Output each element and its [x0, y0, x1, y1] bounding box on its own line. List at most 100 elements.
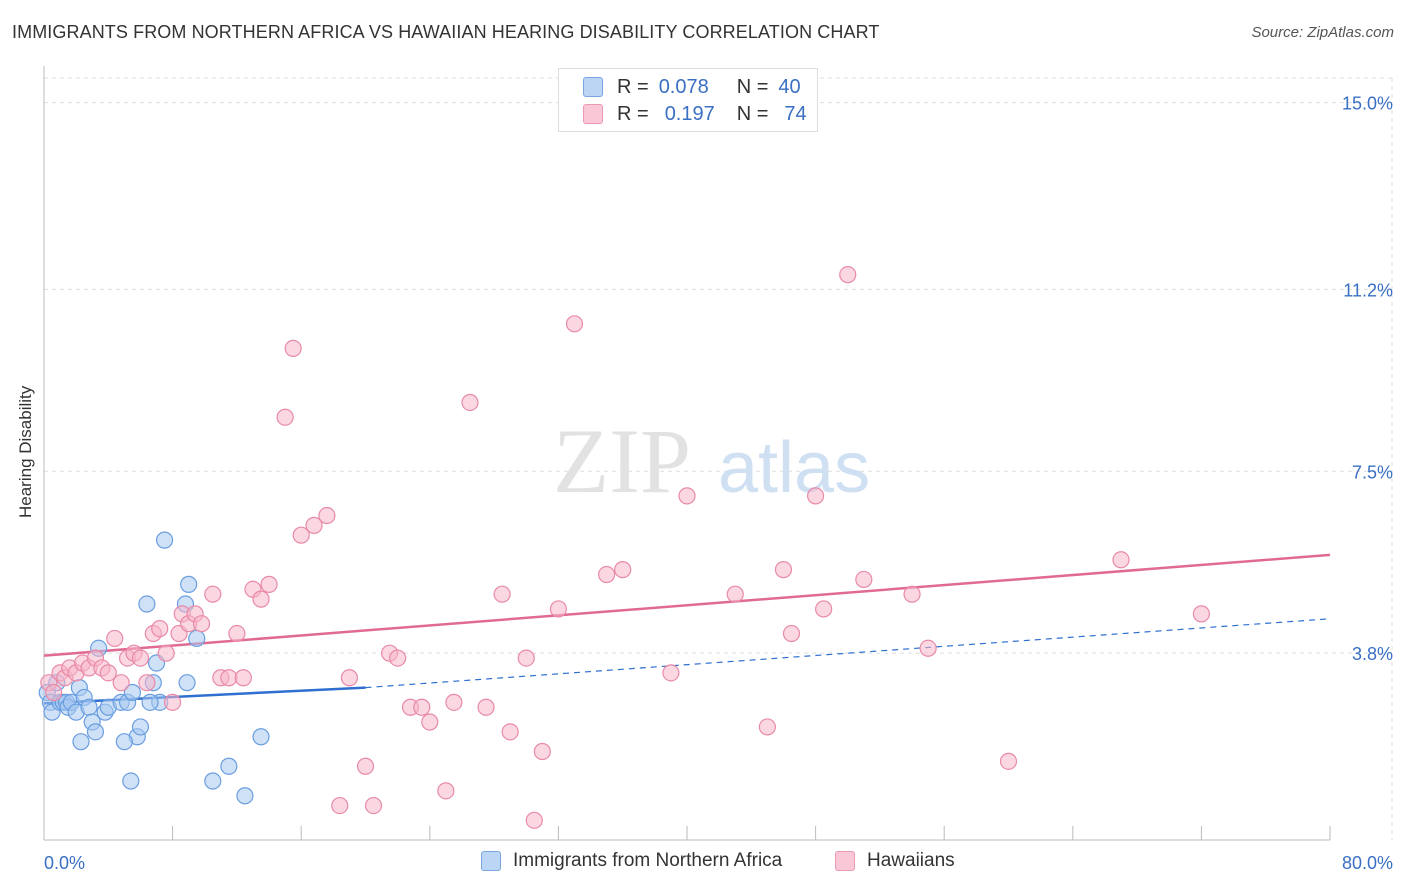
- point-hawaiians: [276, 408, 294, 426]
- point-hawaiians: [318, 506, 336, 525]
- point-hawaiians: [157, 644, 175, 662]
- watermark-zip: ZIP: [553, 410, 691, 512]
- watermark: ZIP atlas: [553, 410, 870, 512]
- legend-n-label: N =: [736, 102, 769, 125]
- point-hawaiians: [517, 649, 535, 667]
- legend-row-blue: R = 0.078 N = 40: [583, 75, 801, 99]
- y-axis-label: Hearing Disability: [16, 385, 35, 518]
- point-hawaiians: [445, 693, 463, 711]
- point-hawaiians: [1192, 605, 1211, 623]
- point-hawaiians: [477, 698, 495, 716]
- grid-lines: [44, 77, 1393, 840]
- point-hawaiians: [549, 600, 568, 618]
- legend-r-value: 0.197: [664, 102, 715, 125]
- point-immigrants-northern-africa: [220, 757, 238, 775]
- point-hawaiians: [782, 624, 801, 643]
- point-hawaiians: [305, 516, 323, 534]
- point-hawaiians: [525, 811, 543, 829]
- point-hawaiians: [260, 575, 278, 593]
- point-hawaiians: [228, 624, 246, 643]
- legend-n-label: N =: [736, 75, 769, 98]
- point-hawaiians: [131, 649, 150, 667]
- point-hawaiians: [138, 674, 156, 692]
- point-immigrants-northern-africa: [236, 787, 254, 805]
- point-hawaiians: [151, 620, 169, 638]
- legend-swatch-pink: [583, 104, 603, 124]
- point-immigrants-northern-africa: [123, 683, 142, 702]
- point-immigrants-northern-africa: [72, 733, 90, 751]
- point-hawaiians: [340, 669, 359, 687]
- point-hawaiians: [45, 683, 63, 702]
- point-hawaiians: [356, 757, 375, 775]
- trend-line-hawaiians: [43, 553, 1331, 657]
- point-hawaiians: [565, 315, 584, 333]
- series-label-pink: Hawaiians: [867, 850, 955, 871]
- point-immigrants-northern-africa: [188, 629, 206, 648]
- point-immigrants-northern-africa: [122, 772, 140, 790]
- point-hawaiians: [919, 639, 937, 657]
- point-hawaiians: [855, 570, 873, 589]
- point-hawaiians: [220, 669, 238, 687]
- series-legend: Immigrants from Northern Africa Hawaiian…: [0, 850, 1406, 880]
- point-hawaiians: [598, 565, 616, 584]
- point-hawaiians: [413, 698, 431, 716]
- point-hawaiians: [364, 796, 383, 815]
- point-hawaiians: [99, 664, 117, 682]
- trend-line-immigrants-solid: [43, 686, 366, 705]
- point-immigrants-northern-africa: [80, 698, 98, 716]
- point-hawaiians: [678, 487, 696, 505]
- point-hawaiians: [493, 585, 511, 603]
- series-swatch-blue: [481, 851, 501, 871]
- watermark-atlas: atlas: [718, 428, 870, 508]
- point-hawaiians: [331, 796, 349, 815]
- point-hawaiians: [292, 526, 310, 544]
- series-label-blue: Immigrants from Northern Africa: [513, 850, 783, 871]
- y-tick-label: 11.2%: [1343, 280, 1393, 300]
- x-tick-label: 80.0%: [1342, 853, 1393, 873]
- point-hawaiians: [533, 742, 551, 761]
- trend-lines: [43, 553, 1331, 705]
- series-legend-pink: Hawaiians: [835, 850, 955, 872]
- point-immigrants-northern-africa: [252, 728, 270, 746]
- point-hawaiians: [501, 723, 519, 741]
- series-legend-blue: Immigrants from Northern Africa: [481, 850, 782, 872]
- point-hawaiians: [461, 393, 479, 412]
- y-tick-label: 3.8%: [1352, 644, 1393, 664]
- point-hawaiians: [1112, 551, 1130, 569]
- point-hawaiians: [726, 585, 744, 603]
- point-hawaiians: [662, 664, 680, 682]
- point-hawaiians: [421, 713, 439, 731]
- legend-row-pink: R = 0.197 N = 74: [583, 102, 807, 126]
- legend-r-label: R =: [617, 75, 649, 98]
- chart-title: IMMIGRANTS FROM NORTHERN AFRICA VS HAWAI…: [12, 22, 880, 42]
- point-immigrants-northern-africa: [115, 733, 133, 751]
- point-hawaiians: [192, 615, 211, 633]
- point-immigrants-northern-africa: [155, 531, 174, 549]
- point-immigrants-northern-africa: [180, 575, 198, 593]
- legend-r-label: R =: [617, 102, 649, 125]
- legend-n-value: 74: [784, 102, 807, 125]
- x-tick-labels: 0.0% 80.0%: [44, 853, 1393, 873]
- point-hawaiians: [806, 487, 825, 505]
- point-hawaiians: [164, 693, 182, 711]
- point-hawaiians: [614, 561, 632, 579]
- point-hawaiians: [252, 590, 270, 608]
- point-immigrants-northern-africa: [138, 595, 156, 613]
- correlation-legend: R = 0.078 N = 40 R = 0.197 N = 74: [558, 68, 818, 132]
- point-hawaiians: [758, 718, 776, 736]
- y-tick-label: 15.0%: [1342, 94, 1393, 114]
- point-immigrants-northern-africa: [141, 693, 159, 711]
- trend-line-immigrants-dashed: [365, 618, 1331, 689]
- point-immigrants-northern-africa: [178, 674, 196, 692]
- y-tick-label: 7.5%: [1352, 462, 1393, 482]
- point-immigrants-northern-africa: [131, 718, 150, 736]
- legend-n-value: 40: [778, 75, 801, 98]
- point-hawaiians: [284, 339, 302, 357]
- data-points: [38, 266, 1211, 829]
- point-hawaiians: [112, 674, 130, 692]
- point-immigrants-northern-africa: [204, 772, 222, 790]
- point-hawaiians: [204, 585, 222, 603]
- point-hawaiians: [815, 600, 833, 618]
- y-tick-labels: 3.8% 7.5% 11.2% 15.0%: [1342, 94, 1393, 665]
